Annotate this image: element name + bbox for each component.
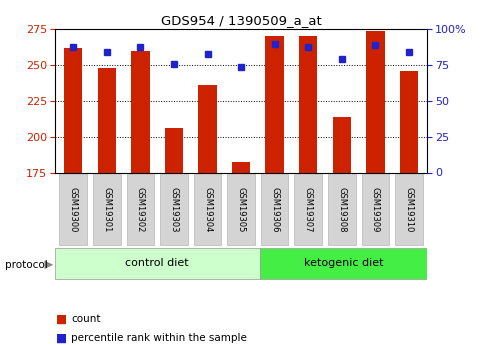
Text: GSM19303: GSM19303	[169, 187, 178, 232]
Title: GDS954 / 1390509_a_at: GDS954 / 1390509_a_at	[161, 14, 321, 27]
Text: GSM19310: GSM19310	[404, 187, 412, 232]
FancyBboxPatch shape	[361, 174, 388, 245]
FancyBboxPatch shape	[294, 174, 321, 245]
Text: GSM19308: GSM19308	[337, 187, 346, 232]
FancyBboxPatch shape	[160, 174, 187, 245]
Text: GSM19309: GSM19309	[370, 187, 379, 232]
FancyBboxPatch shape	[327, 174, 355, 245]
FancyBboxPatch shape	[60, 174, 87, 245]
FancyBboxPatch shape	[227, 174, 254, 245]
Bar	[164, 128, 183, 172]
Text: GSM19301: GSM19301	[102, 187, 111, 232]
Text: percentile rank within the sample: percentile rank within the sample	[71, 333, 246, 343]
Bar	[265, 37, 284, 172]
Polygon shape	[44, 260, 53, 269]
FancyBboxPatch shape	[93, 174, 121, 245]
Text: GSM19306: GSM19306	[269, 187, 279, 232]
FancyBboxPatch shape	[394, 174, 422, 245]
FancyBboxPatch shape	[126, 174, 154, 245]
FancyBboxPatch shape	[261, 174, 288, 245]
Text: count: count	[71, 314, 100, 324]
FancyBboxPatch shape	[55, 248, 259, 279]
Text: GSM19300: GSM19300	[69, 187, 78, 232]
Text: GSM19304: GSM19304	[203, 187, 212, 232]
Bar	[64, 48, 82, 172]
FancyBboxPatch shape	[193, 174, 221, 245]
Text: ketogenic diet: ketogenic diet	[303, 258, 383, 268]
Bar	[298, 37, 317, 172]
Bar	[366, 31, 384, 172]
Text: ■: ■	[56, 313, 67, 326]
Bar	[332, 117, 350, 172]
Bar	[231, 162, 250, 172]
Text: ■: ■	[56, 332, 67, 345]
FancyBboxPatch shape	[259, 248, 427, 279]
Bar	[399, 71, 417, 172]
Bar	[98, 68, 116, 172]
Bar	[131, 51, 149, 172]
Text: control diet: control diet	[125, 258, 188, 268]
Text: protocol: protocol	[5, 260, 47, 270]
Text: GSM19307: GSM19307	[303, 187, 312, 232]
Bar	[198, 85, 216, 172]
Text: GSM19305: GSM19305	[236, 187, 245, 232]
Text: GSM19302: GSM19302	[136, 187, 144, 232]
